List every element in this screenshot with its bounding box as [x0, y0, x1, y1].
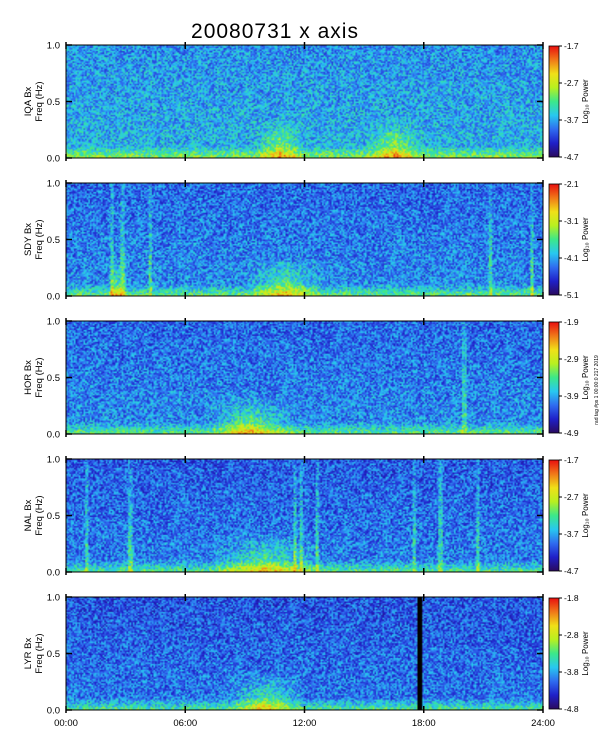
y-tick-label: 0.0	[47, 430, 60, 441]
chart-title: 20080731 x axis	[191, 20, 359, 43]
y-tick-label: 0.5	[47, 511, 60, 522]
spectrogram-image	[66, 183, 543, 296]
colorbar-tick-label: -4.7	[564, 152, 579, 162]
y-label-station: NAL Bx	[23, 499, 34, 531]
colorbar-label: Log₁₀ Power	[581, 79, 590, 124]
y-tick-label: 0.5	[47, 373, 60, 384]
colorbar-tick-label: -2.9	[564, 354, 579, 364]
colorbar-tick-label: -3.8	[564, 667, 579, 677]
y-label-station: SDY Bx	[23, 223, 34, 256]
panel-sdy: 0.0 0.5 1.0 SDY Bx Freq (Hz) -2.1 -3.1 -4.1 -5.1…	[23, 179, 590, 303]
colorbar-label: Log₁₀ Power	[581, 631, 590, 676]
colorbar-tick-label: -1.9	[564, 317, 579, 327]
colorbar-tick-label: -4.7	[564, 566, 579, 576]
colorbar-tick-label: -1.7	[564, 41, 579, 51]
y-label-station: IQA Bx	[23, 86, 34, 116]
colorbar	[548, 183, 560, 296]
x-tick-label: 24:00	[531, 718, 555, 729]
panel-hor: 0.0 0.5 1.0 HOR Bx Freq (Hz) -1.9 -2.9 -3.9 -4.9…	[23, 317, 590, 441]
y-tick-label: 1.0	[47, 41, 60, 52]
colorbar-tick-label: -4.8	[564, 704, 579, 714]
x-tick-label: 06:00	[173, 718, 197, 729]
y-label-units: Freq (Hz)	[34, 633, 45, 673]
colorbar	[548, 597, 560, 710]
x-tick-label: 18:00	[412, 718, 436, 729]
y-tick-label: 0.5	[47, 649, 60, 660]
y-label-station: LYR Bx	[23, 638, 34, 670]
panel-nal: 0.0 0.5 1.0 NAL Bx Freq (Hz) -1.7 -2.7 -3.7 -4.7…	[23, 455, 590, 579]
colorbar-tick-label: -3.1	[564, 216, 579, 226]
colorbar-label: Log₁₀ Power	[581, 217, 590, 262]
y-tick-label: 1.0	[47, 179, 60, 190]
y-tick-label: 1.0	[47, 593, 60, 604]
y-label-units: Freq (Hz)	[34, 495, 45, 535]
y-tick-label: 0.5	[47, 235, 60, 246]
panel-iqa: 0.0 0.5 1.0 IQA Bx Freq (Hz) -1.7 -2.7 -3.7 -4.7…	[23, 41, 590, 165]
colorbar-tick-label: -2.8	[564, 630, 579, 640]
y-tick-label: 0.5	[47, 97, 60, 108]
spectrogram-image	[66, 321, 543, 434]
y-tick-label: 1.0	[47, 455, 60, 466]
colorbar-tick-label: -5.1	[564, 290, 579, 300]
colorbar	[548, 459, 560, 572]
colorbar-tick-label: -3.9	[564, 391, 579, 401]
x-axis: 00:00 06:00 12:00 18:00 24:00	[54, 718, 555, 729]
spectrogram-image	[66, 597, 543, 710]
colorbar-tick-label: -2.7	[564, 492, 579, 502]
spectrogram-image	[66, 459, 543, 572]
colorbar-tick-label: -3.7	[564, 529, 579, 539]
colorbar-tick-label: -1.7	[564, 455, 579, 465]
y-tick-label: 0.0	[47, 568, 60, 579]
y-tick-label: 1.0	[47, 317, 60, 328]
y-label-units: Freq (Hz)	[34, 81, 45, 121]
y-label-station: HOR Bx	[23, 360, 34, 395]
y-tick-label: 0.0	[47, 706, 60, 717]
colorbar	[548, 45, 560, 158]
colorbar-tick-label: -3.7	[564, 115, 579, 125]
colorbar	[548, 321, 560, 434]
colorbar-tick-label: -2.1	[564, 179, 579, 189]
colorbar-tick-label: -4.9	[564, 428, 579, 438]
x-tick-label: 12:00	[293, 718, 317, 729]
side-note: rad tag #ps 1 00:00:0 217 2019	[594, 355, 600, 425]
colorbar-label: Log₁₀ Power	[581, 493, 590, 538]
spectrogram-image	[66, 45, 543, 158]
panel-lyr: 0.0 0.5 1.0 LYR Bx Freq (Hz) -1.8 -2.8 -3.8 -4.8…	[23, 593, 590, 717]
y-tick-label: 0.0	[47, 154, 60, 165]
colorbar-tick-label: -2.7	[564, 78, 579, 88]
y-label-units: Freq (Hz)	[34, 357, 45, 397]
y-tick-label: 0.0	[47, 292, 60, 303]
colorbar-tick-label: -4.1	[564, 253, 579, 263]
x-tick-label: 00:00	[54, 718, 78, 729]
y-label-units: Freq (Hz)	[34, 219, 45, 259]
colorbar-tick-label: -1.8	[564, 593, 579, 603]
colorbar-label: Log₁₀ Power	[581, 355, 590, 400]
